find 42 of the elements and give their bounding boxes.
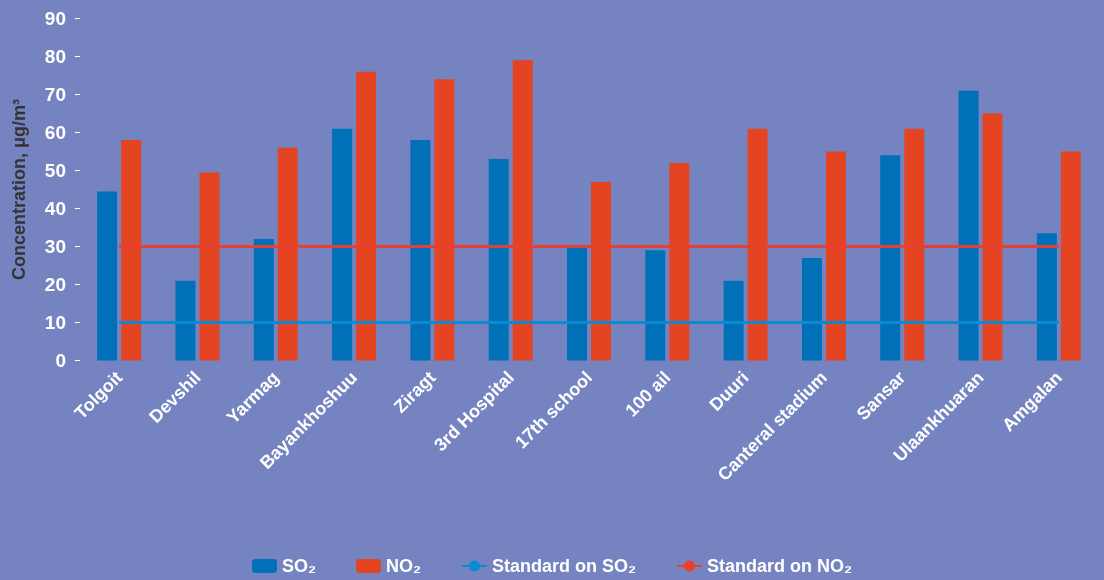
- bar: [332, 128, 353, 361]
- bar: [121, 140, 142, 361]
- bar: [175, 280, 196, 361]
- y-axis-title: Concentration, μg/m³: [9, 98, 29, 281]
- bar: [669, 162, 690, 361]
- legend-label: Standard on NO₂: [707, 556, 853, 576]
- legend-label: NO₂: [386, 556, 421, 576]
- bar: [958, 90, 979, 361]
- y-tick-label: 0: [55, 350, 66, 371]
- bar: [199, 172, 220, 361]
- bar: [723, 280, 744, 361]
- x-tick-label: 100 ail: [621, 367, 675, 421]
- legend-label: SO₂: [281, 556, 317, 576]
- bar: [277, 147, 298, 361]
- y-tick-label: 20: [44, 274, 66, 295]
- legend-label: Standard on SO₂: [492, 556, 637, 576]
- bar: [97, 191, 118, 361]
- bar: [747, 128, 768, 361]
- y-tick-label: 50: [44, 160, 66, 181]
- bar: [1060, 151, 1081, 361]
- bar: [567, 246, 587, 361]
- y-tick-label: 80: [44, 46, 66, 67]
- y-tick-label: 10: [44, 312, 66, 333]
- bar: [488, 159, 509, 361]
- y-tick-label: 30: [44, 236, 66, 257]
- y-tick-label: 40: [44, 198, 66, 219]
- bar: [512, 60, 533, 361]
- bar: [434, 79, 455, 361]
- bar: [904, 128, 925, 361]
- bar: [1036, 233, 1057, 361]
- bar: [825, 151, 846, 361]
- y-tick-label: 70: [44, 84, 66, 105]
- bar: [880, 155, 901, 361]
- bar: [982, 113, 1003, 361]
- bar: [253, 238, 274, 361]
- bar: [591, 181, 611, 361]
- y-tick-label: 60: [44, 122, 66, 143]
- bar: [801, 257, 822, 361]
- bar: [356, 71, 377, 361]
- y-tick-label: 90: [44, 8, 66, 29]
- bar: [410, 140, 431, 361]
- bar: [645, 250, 666, 361]
